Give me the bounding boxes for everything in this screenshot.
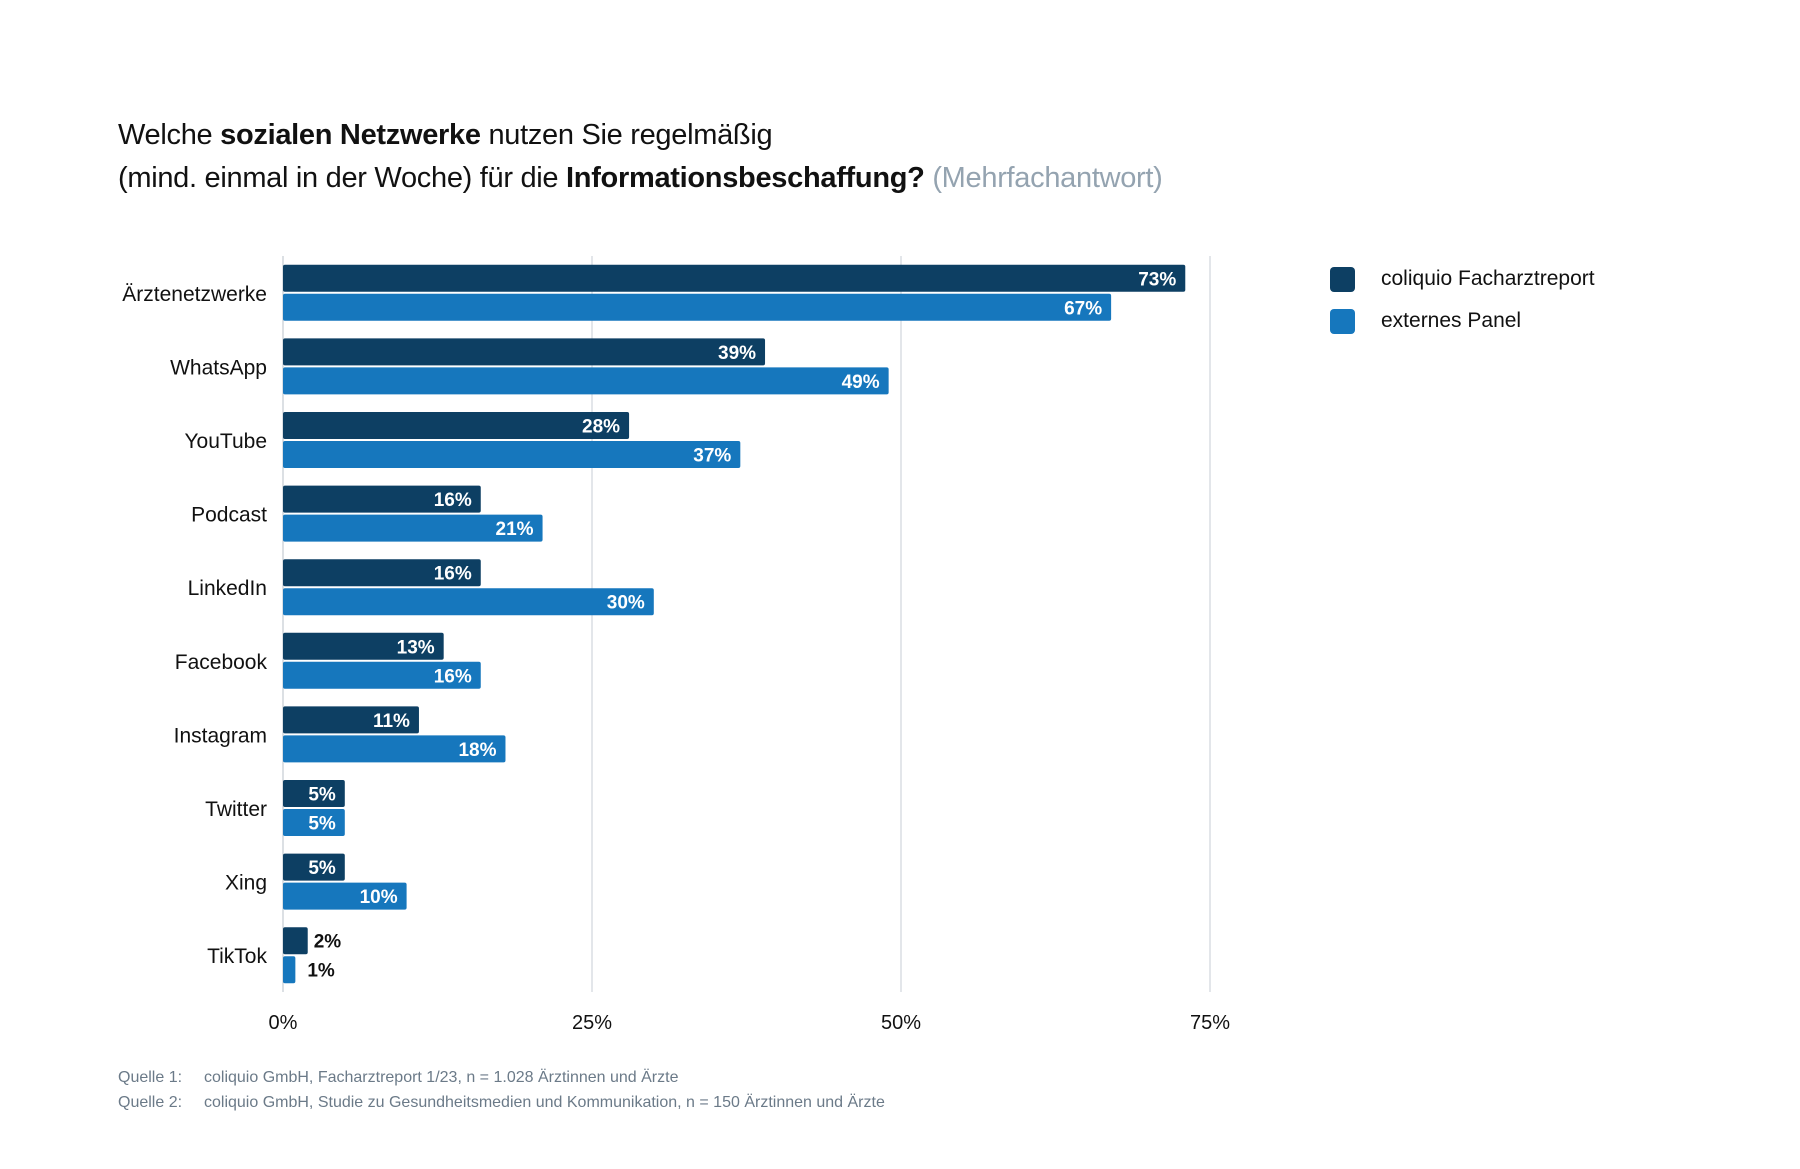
x-tick-label: 50% xyxy=(881,1012,921,1034)
data-label: 16% xyxy=(434,666,472,687)
source-key: Quelle 1: xyxy=(118,1069,183,1086)
data-label: 5% xyxy=(308,785,336,806)
data-label: 28% xyxy=(582,417,620,438)
bar-coliquio xyxy=(283,264,1186,292)
bar-coliquio xyxy=(283,338,766,366)
category-label: Podcast xyxy=(191,504,267,527)
bar-externes-panel xyxy=(283,588,654,616)
data-label: 5% xyxy=(308,858,336,879)
category-label: Facebook xyxy=(175,651,268,674)
data-label: 67% xyxy=(1064,298,1102,319)
legend-label: coliquio Facharztreport xyxy=(1381,267,1595,290)
legend-swatch-series-1 xyxy=(1330,266,1355,292)
bar-coliquio xyxy=(283,559,481,587)
bar-externes-panel xyxy=(283,661,481,689)
source-text: coliquio GmbH, Facharztreport 1/23, n = … xyxy=(204,1069,679,1086)
data-label: 18% xyxy=(458,740,496,761)
bar-coliquio xyxy=(283,412,630,439)
data-label: 2% xyxy=(314,932,342,953)
bar-coliquio xyxy=(283,706,419,734)
category-label: Xing xyxy=(225,872,267,895)
legend-label: externes Panel xyxy=(1381,309,1522,332)
data-label: 37% xyxy=(693,446,731,467)
data-label: 13% xyxy=(397,637,435,658)
bar-externes-panel xyxy=(283,809,345,836)
data-label: 73% xyxy=(1138,269,1176,290)
bar-externes-panel xyxy=(283,514,543,542)
data-label: 10% xyxy=(360,887,398,908)
legend: coliquio Facharztreport externes Panel xyxy=(1330,258,1595,342)
source-row: Quelle 1: coliquio GmbH, Facharztreport … xyxy=(118,1065,885,1090)
data-label: 21% xyxy=(496,519,534,540)
source-text: coliquio GmbH, Studie zu Gesundheitsmedi… xyxy=(204,1094,885,1111)
source-footer: Quelle 1: coliquio GmbH, Facharztreport … xyxy=(118,1065,885,1115)
source-key: Quelle 2: xyxy=(118,1094,183,1111)
category-label: Instagram xyxy=(174,724,267,747)
category-label: Ärztenetzwerke xyxy=(122,283,267,306)
bar-coliquio xyxy=(283,927,308,955)
x-tick-label: 25% xyxy=(572,1012,612,1034)
data-label: 16% xyxy=(434,564,472,585)
source-row: Quelle 2: coliquio GmbH, Studie zu Gesun… xyxy=(118,1090,885,1115)
data-label: 11% xyxy=(373,711,410,732)
title-line-1: Welche sozialen Netzwerke nutzen Sie reg… xyxy=(118,119,773,151)
bar-coliquio xyxy=(283,853,345,881)
category-label: Twitter xyxy=(205,798,267,821)
data-label: 16% xyxy=(434,490,472,511)
chart-title: Welche sozialen Netzwerke nutzen Sie reg… xyxy=(118,114,1163,200)
data-label: 1% xyxy=(307,961,335,982)
bar-externes-panel xyxy=(283,882,407,910)
bar-externes-panel xyxy=(283,956,296,984)
data-label: 5% xyxy=(308,814,336,835)
legend-item-series-1: coliquio Facharztreport xyxy=(1330,258,1595,300)
data-label: 49% xyxy=(842,372,880,393)
title-line-2: (mind. einmal in der Woche) für die Info… xyxy=(118,162,1163,194)
bar-coliquio xyxy=(283,485,481,513)
bar-externes-panel xyxy=(283,735,506,763)
category-label: YouTube xyxy=(184,430,267,453)
x-tick-label: 75% xyxy=(1190,1012,1230,1034)
bar-coliquio xyxy=(283,632,444,660)
data-label: 39% xyxy=(718,343,756,364)
legend-swatch-series-2 xyxy=(1330,308,1355,334)
category-label: LinkedIn xyxy=(188,577,267,600)
bar-externes-panel xyxy=(283,293,1112,321)
bar-externes-panel xyxy=(283,367,889,395)
legend-item-series-2: externes Panel xyxy=(1330,300,1595,342)
category-label: TikTok xyxy=(207,945,267,968)
category-label: WhatsApp xyxy=(170,356,267,379)
data-label: 30% xyxy=(607,593,645,614)
bar-externes-panel xyxy=(283,441,741,468)
bar-coliquio xyxy=(283,780,345,807)
x-tick-label: 0% xyxy=(269,1012,298,1034)
